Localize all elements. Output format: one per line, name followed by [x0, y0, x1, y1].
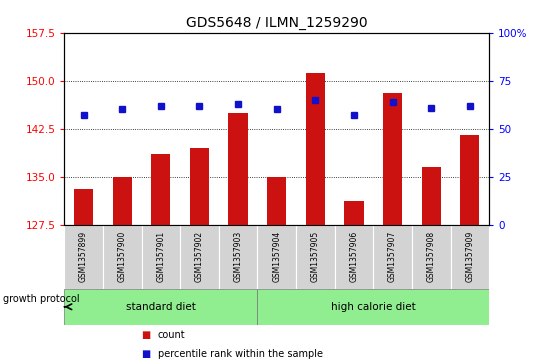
- Text: percentile rank within the sample: percentile rank within the sample: [158, 349, 323, 359]
- Bar: [190, 148, 209, 225]
- Text: GSM1357903: GSM1357903: [234, 231, 243, 282]
- Text: high calorie diet: high calorie diet: [331, 302, 416, 312]
- Bar: [383, 93, 402, 225]
- Bar: [229, 113, 248, 225]
- Bar: [267, 177, 286, 225]
- Bar: [451, 225, 489, 289]
- Bar: [180, 225, 219, 289]
- Bar: [373, 225, 412, 289]
- Text: growth protocol: growth protocol: [3, 294, 79, 305]
- Text: ■: ■: [141, 330, 150, 340]
- Bar: [64, 289, 257, 325]
- Bar: [112, 177, 132, 225]
- Text: GSM1357909: GSM1357909: [465, 231, 475, 282]
- Text: ■: ■: [141, 349, 150, 359]
- Bar: [421, 167, 441, 225]
- Text: GSM1357907: GSM1357907: [388, 231, 397, 282]
- Bar: [64, 225, 103, 289]
- Bar: [74, 189, 93, 225]
- Bar: [257, 289, 489, 325]
- Text: GSM1357905: GSM1357905: [311, 231, 320, 282]
- Bar: [412, 225, 451, 289]
- Bar: [219, 225, 257, 289]
- Bar: [460, 135, 480, 225]
- Text: GSM1357902: GSM1357902: [195, 231, 204, 282]
- Text: standard diet: standard diet: [126, 302, 196, 312]
- Bar: [151, 154, 170, 225]
- Bar: [141, 225, 180, 289]
- Text: GSM1357900: GSM1357900: [118, 231, 127, 282]
- Text: GSM1357904: GSM1357904: [272, 231, 281, 282]
- Bar: [306, 73, 325, 225]
- Bar: [103, 225, 141, 289]
- Bar: [344, 201, 363, 225]
- Title: GDS5648 / ILMN_1259290: GDS5648 / ILMN_1259290: [186, 16, 367, 30]
- Bar: [257, 225, 296, 289]
- Text: count: count: [158, 330, 186, 340]
- Text: GSM1357901: GSM1357901: [157, 231, 165, 282]
- Text: GSM1357899: GSM1357899: [79, 231, 88, 282]
- Bar: [296, 225, 335, 289]
- Text: GSM1357906: GSM1357906: [349, 231, 358, 282]
- Bar: [335, 225, 373, 289]
- Text: GSM1357908: GSM1357908: [427, 231, 435, 282]
